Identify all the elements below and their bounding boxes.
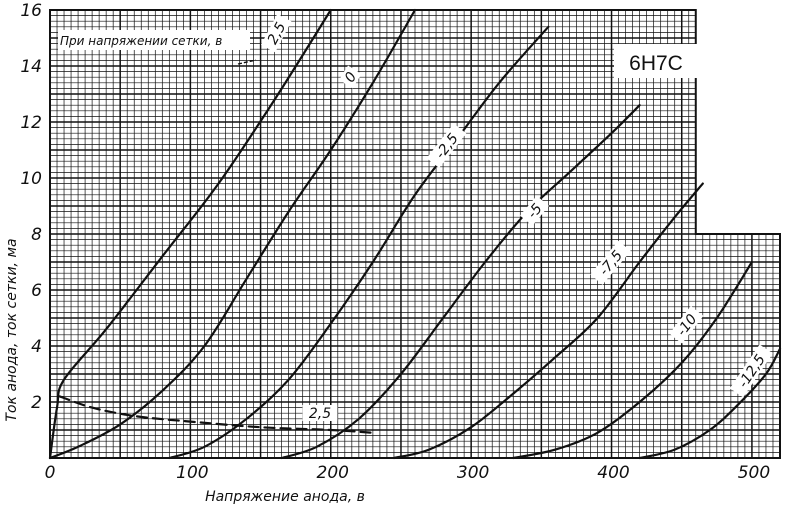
curve-label-group: -2,5 bbox=[426, 123, 467, 169]
legend-note-background bbox=[58, 30, 250, 50]
x-tick-label: 100 bbox=[176, 463, 208, 483]
chart-title: 6Н7С bbox=[629, 52, 683, 75]
curve-label-background bbox=[729, 344, 773, 398]
legend-note: При напряжении сетки, в bbox=[60, 34, 222, 48]
y-axis-ticks: 2 4 6 8 10 12 14 16 bbox=[20, 1, 42, 413]
curve-label-group: 2,5 bbox=[302, 405, 338, 422]
x-tick-label: 300 bbox=[457, 463, 489, 483]
curve-label-background bbox=[590, 240, 631, 285]
curve-label-background bbox=[519, 195, 549, 226]
curve-label-background bbox=[426, 123, 467, 169]
curve-label-background bbox=[260, 13, 292, 53]
plot-outline bbox=[49, 9, 781, 459]
curve-label-background bbox=[302, 405, 338, 421]
chart-title-background bbox=[614, 44, 698, 78]
x-tick-label: 400 bbox=[597, 463, 629, 483]
x-tick-label: 200 bbox=[317, 463, 349, 483]
x-tick-label: 500 bbox=[738, 463, 770, 483]
y-tick-label: 10 bbox=[20, 169, 42, 189]
curve-grid-minus-2-5 bbox=[168, 25, 550, 460]
y-tick-label: 16 bbox=[20, 1, 42, 21]
curve-grid-0 bbox=[48, 8, 417, 460]
legend-note-leader bbox=[237, 59, 257, 65]
curve-label-group: -5 bbox=[519, 195, 549, 226]
curves bbox=[48, 8, 782, 460]
y-tick-label: 12 bbox=[20, 113, 42, 133]
curve-grid-2-5 bbox=[48, 8, 332, 460]
y-tick-label: 6 bbox=[31, 281, 42, 301]
y-tick-label: 4 bbox=[31, 337, 42, 357]
curve-label: 2,5 bbox=[309, 406, 331, 422]
y-axis-title: Ток анода, ток сетки, ма bbox=[4, 238, 20, 421]
curve-grid-minus-10 bbox=[512, 260, 754, 460]
curve-grid-minus-5 bbox=[280, 104, 641, 460]
x-axis-title: Напряжение анода, в bbox=[205, 489, 365, 505]
y-tick-label: 2 bbox=[31, 393, 42, 413]
x-axis-ticks: 0 100 200 300 400 500 bbox=[45, 463, 771, 483]
y-tick-label: 8 bbox=[31, 225, 42, 245]
y-tick-label: 14 bbox=[20, 57, 42, 77]
x-tick-label: 0 bbox=[45, 463, 56, 483]
curve-label-group: 2,5 bbox=[260, 13, 292, 53]
curve-grid-minus-12-5 bbox=[638, 347, 782, 460]
curve-grid-2-5-grid-current bbox=[58, 395, 374, 434]
curve-label-group: 0 bbox=[339, 65, 362, 89]
curve-label-background bbox=[339, 65, 362, 89]
curve-label-background bbox=[669, 306, 704, 344]
curve-grid-minus-7-5 bbox=[392, 182, 704, 460]
